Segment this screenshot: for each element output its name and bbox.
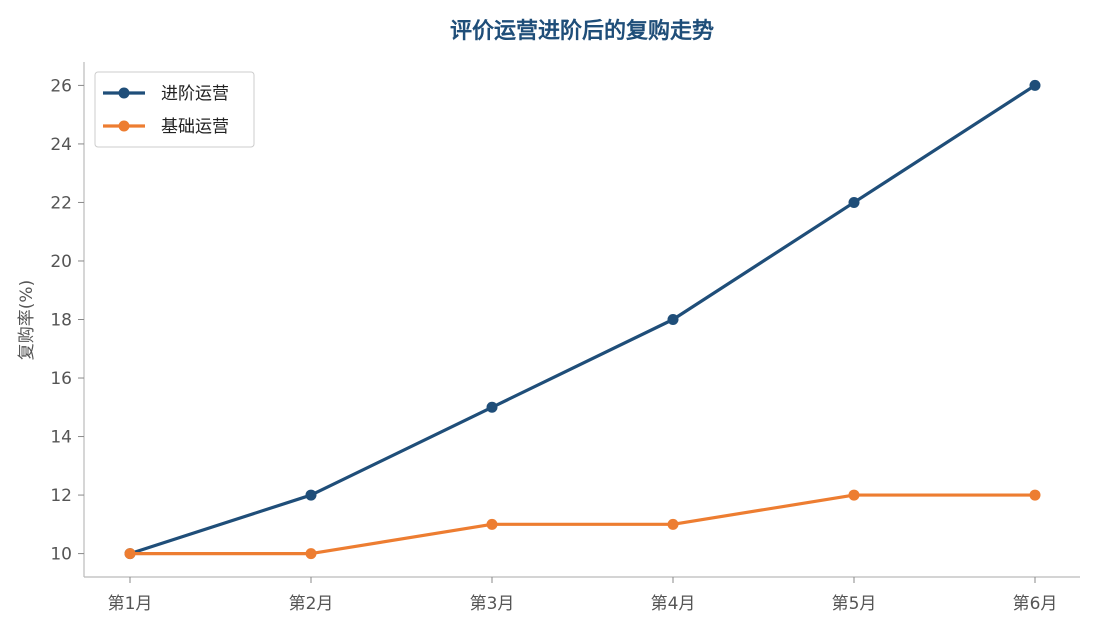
y-tick-label: 24 (50, 135, 72, 155)
data-point (486, 401, 498, 413)
legend-box (94, 71, 255, 148)
data-point (124, 548, 136, 560)
data-point (848, 196, 860, 208)
y-axis-label: 复购率(%) (17, 280, 37, 360)
data-point (486, 518, 498, 530)
data-point (1029, 489, 1041, 501)
x-tick-label: 第1月 (108, 594, 153, 614)
y-tick-label: 22 (50, 193, 72, 213)
y-tick-label: 20 (50, 252, 72, 272)
y-tick-label: 10 (50, 545, 72, 565)
x-tick-label: 第5月 (832, 594, 877, 614)
legend-marker (118, 120, 130, 132)
x-tick-label: 第6月 (1013, 594, 1058, 614)
y-tick-label: 12 (50, 486, 72, 506)
series-2 (124, 489, 1041, 560)
series-1 (124, 79, 1041, 560)
x-tick-label: 第3月 (470, 594, 515, 614)
axes: 10 12 14 16 18 20 22 24 26 第1月 第2月 第3月 第4月 第5月 第6月 (50, 62, 1080, 614)
chart-title: 评价运营进阶后的复购走势 (450, 18, 714, 44)
legend-marker (118, 87, 130, 99)
legend-item: 基础运营 (103, 117, 229, 137)
series-layer (124, 79, 1041, 560)
x-tick-label: 第2月 (289, 594, 334, 614)
data-point (305, 548, 317, 560)
legend-label: 基础运营 (161, 117, 229, 137)
y-tick-label: 14 (50, 428, 72, 448)
y-tick-label: 16 (50, 369, 72, 389)
legend-label: 进阶运营 (161, 84, 229, 104)
data-point (848, 489, 860, 501)
legend-item: 进阶运营 (103, 84, 229, 104)
data-point (1029, 79, 1041, 91)
y-tick-label: 18 (50, 311, 72, 331)
series-line (128, 493, 1037, 556)
data-point (305, 489, 317, 501)
series-line (128, 83, 1037, 556)
x-tick-label: 第4月 (651, 594, 696, 614)
data-point (667, 314, 679, 325)
data-point (667, 518, 679, 530)
y-tick-label: 26 (50, 76, 72, 96)
